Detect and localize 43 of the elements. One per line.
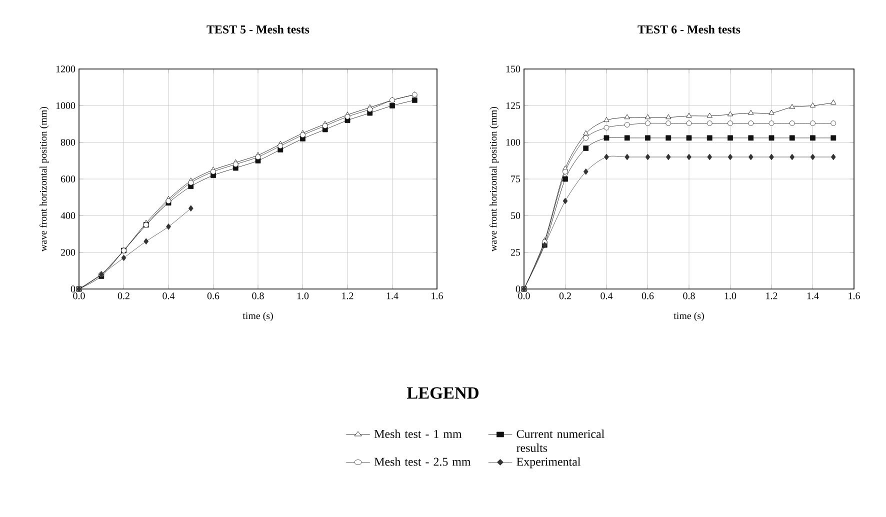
x-tick-label: 0.6: [642, 292, 654, 300]
x-axis-title: time (s): [242, 312, 273, 322]
y-tick-label: 50: [511, 212, 520, 220]
x-tick-label: 1.2: [342, 292, 354, 300]
legend-label: Mesh test - 2.5 mm: [374, 457, 471, 466]
x-tick-label: 1.0: [297, 292, 309, 300]
y-tick-label: 400: [60, 212, 76, 220]
x-tick-label: 1.2: [766, 292, 778, 300]
x-tick-label: 0.8: [252, 292, 264, 300]
x-axis-title: time (s): [674, 312, 704, 322]
legend-label: Current numerical results: [516, 430, 604, 452]
x-tick-label: 0.2: [559, 292, 571, 300]
legend-label: Experimental: [516, 457, 580, 468]
y-tick-label: 1200: [56, 66, 76, 72]
chart-title: TEST 5 - Mesh tests: [206, 25, 310, 34]
y-axis-title: wave front horizontal position (mm): [490, 106, 499, 252]
y-tick-label: 150: [506, 66, 520, 72]
y-tick-label: 600: [60, 176, 76, 182]
x-tick-label: 1.4: [807, 292, 819, 300]
y-tick-label: 125: [506, 102, 520, 110]
legend-label: Mesh test - 1 mm: [374, 430, 462, 438]
x-tick-label: 0.8: [683, 292, 695, 300]
y-tick-label: 0: [70, 286, 76, 292]
y-tick-label: 75: [511, 176, 520, 182]
x-tick-label: 0.4: [600, 292, 613, 300]
x-tick-label: 0.2: [118, 292, 130, 300]
y-tick-label: 0: [516, 286, 520, 292]
chart-title: TEST 6 - Mesh tests: [638, 25, 740, 34]
y-tick-label: 800: [60, 138, 76, 146]
y-tick-label: 200: [60, 248, 76, 256]
y-axis-title: wave front horizontal position (mm): [40, 106, 49, 252]
x-tick-label: 1.0: [724, 292, 736, 300]
x-tick-label: 1.6: [432, 292, 443, 300]
legend-title: LEGEND: [406, 387, 479, 399]
x-tick-label: 0.6: [207, 292, 220, 300]
y-tick-label: 1000: [56, 102, 76, 110]
x-tick-label: 0.4: [162, 292, 175, 300]
y-tick-label: 100: [506, 138, 520, 146]
x-tick-label: 0.0: [73, 292, 85, 300]
y-tick-label: 25: [510, 248, 520, 256]
x-tick-label: 1.6: [848, 292, 860, 300]
x-tick-label: 0.0: [518, 292, 530, 300]
x-tick-label: 1.4: [386, 292, 398, 300]
